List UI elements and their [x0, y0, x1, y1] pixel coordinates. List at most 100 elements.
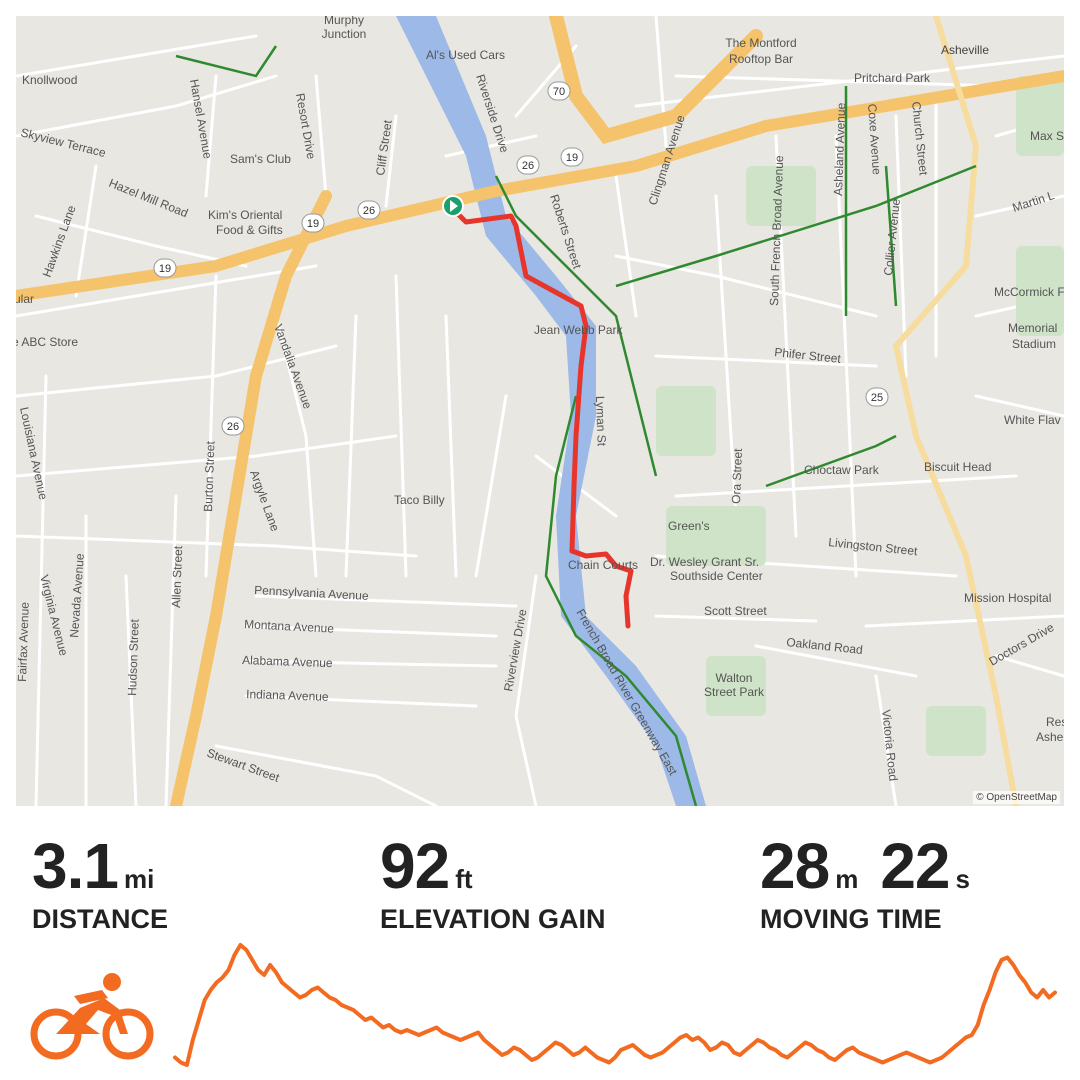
label-walton-1: Walton [716, 671, 753, 685]
label-memorial-2: Stadium [1012, 337, 1056, 351]
moving-seconds: 22 [880, 830, 950, 902]
label-hansel: Hansel Avenue [187, 78, 215, 160]
label-hawkins: Hawkins Lane [40, 203, 79, 279]
elevation-value: 92 [380, 830, 450, 902]
svg-text:19: 19 [159, 263, 171, 275]
svg-text:70: 70 [553, 86, 565, 98]
label-walton-2: Street Park [704, 685, 765, 699]
moving-time-label: MOVING TIME [760, 904, 942, 934]
label-nevada: Nevada Avenue [67, 553, 87, 639]
label-missionhosp: Mission Hospital [964, 591, 1051, 605]
moving-time-stat: 28 m 22 s MOVING TIME [760, 830, 970, 935]
highways [16, 16, 1064, 806]
map-canvas: 70 26 19 26 19 19 26 25 Murphy Junction … [16, 16, 1064, 806]
label-roberts: Roberts Street [547, 193, 584, 272]
label-indiana: Indiana Avenue [246, 687, 329, 704]
moving-minutes-unit: m [835, 864, 859, 894]
label-abcstore: e ABC Store [16, 335, 78, 349]
label-livingston: Livingston Street [828, 535, 919, 558]
label-church: Church Street [909, 101, 931, 177]
label-asheland: Asheland Avenue [831, 102, 848, 196]
label-als: Al's Used Cars [426, 48, 505, 62]
map-attribution[interactable]: © OpenStreetMap [973, 791, 1060, 804]
elevation-unit: ft [455, 864, 473, 894]
highway-shields: 70 26 19 26 19 19 26 25 [153, 81, 889, 436]
label-wesley-1: Dr. Wesley Grant Sr. [650, 555, 759, 569]
label-knollwood: Knollwood [22, 73, 77, 87]
svg-text:26: 26 [522, 160, 534, 172]
french-broad-river [396, 16, 706, 806]
label-samsclub: Sam's Club [230, 152, 291, 166]
label-chain: Chain Courts [568, 558, 638, 572]
label-memorial-1: Memorial [1008, 321, 1057, 335]
shield-26a: 26 [516, 155, 540, 175]
label-res-1: Res [1046, 715, 1064, 729]
distance-stat: 3.1 mi DISTANCE [32, 830, 168, 935]
label-whiteflav: White Flav [1004, 413, 1061, 427]
svg-text:26: 26 [227, 421, 239, 433]
moving-minutes: 28 [760, 830, 830, 902]
start-marker-icon[interactable] [442, 195, 464, 217]
label-maxst: Max St [1030, 129, 1064, 143]
distance-label: DISTANCE [32, 904, 169, 934]
label-argyle: Argyle Lane [247, 468, 282, 533]
label-murphy: Murphy [324, 16, 364, 27]
label-choctaw: Choctaw Park [804, 463, 880, 477]
parks [656, 76, 1064, 756]
label-virginia: Virginia Avenue [37, 573, 71, 657]
label-biscuit: Biscuit Head [924, 460, 991, 474]
activity-route [453, 209, 634, 629]
street-grid [16, 16, 1064, 806]
label-montford-2: Rooftop Bar [729, 52, 793, 66]
shield-25: 25 [865, 387, 889, 407]
elevation-profile-chart [173, 943, 1057, 1067]
label-tacobilly: Taco Billy [394, 493, 445, 507]
label-hazelmill: Hazel Mill Road [107, 176, 190, 220]
label-scott: Scott Street [704, 604, 767, 618]
label-allen: Allen Street [169, 545, 185, 608]
label-jeanwebb: Jean Webb Park [534, 323, 623, 337]
label-res-2: Ashe [1036, 730, 1064, 744]
shield-19b: 19 [301, 213, 325, 233]
label-wesley-2: Southside Center [670, 569, 763, 583]
cycling-icon [30, 973, 154, 1060]
route-map[interactable]: 70 26 19 26 19 19 26 25 Murphy Junction … [16, 16, 1064, 806]
elevation-stat: 92 ft ELEVATION GAIN [380, 830, 606, 935]
label-mccormick: McCormick Field [994, 285, 1064, 299]
label-martinl: Martin L [1011, 188, 1057, 215]
svg-text:19: 19 [566, 152, 578, 164]
label-asheville: Asheville [941, 43, 989, 57]
svg-text:19: 19 [307, 218, 319, 230]
label-greenway: French Broad River Greenway East [573, 607, 680, 779]
label-victoria: Victoria Road [879, 709, 900, 782]
label-doctors: Doctors Drive [987, 620, 1057, 669]
moving-seconds-unit: s [955, 864, 970, 894]
label-hudson: Hudson Street [125, 618, 142, 696]
label-kims-1: Kim's Oriental [208, 208, 282, 222]
greenways [175, 45, 977, 806]
shield-19c: 19 [153, 258, 177, 278]
label-coxe: Coxe Avenue [865, 103, 884, 175]
label-montana: Montana Avenue [244, 617, 335, 636]
label-pennsylvania: Pennsylvania Avenue [254, 583, 369, 603]
label-resort: Resort Drive [293, 92, 318, 160]
label-junction: Junction [322, 27, 367, 41]
label-lyman: Lyman St [593, 396, 609, 447]
distance-value: 3.1 [32, 830, 119, 902]
label-skyview: Skyview Terrace [19, 125, 107, 160]
label-ular: ular [16, 292, 34, 306]
elevation-label: ELEVATION GAIN [380, 904, 606, 934]
svg-text:26: 26 [363, 205, 375, 217]
label-montford-1: The Montford [725, 36, 796, 50]
label-greens: Green's [668, 519, 710, 533]
distance-unit: mi [123, 864, 155, 894]
label-burton: Burton Street [201, 440, 217, 512]
shield-70: 70 [547, 81, 571, 101]
label-vandalia: Vandalia Avenue [271, 322, 315, 411]
shield-26b: 26 [357, 200, 381, 220]
label-pritchard: Pritchard Park [854, 71, 931, 85]
label-kims-2: Food & Gifts [216, 223, 283, 237]
label-fairfax: Fairfax Avenue [16, 602, 32, 683]
label-southfrench: South French Broad Avenue [767, 155, 786, 306]
svg-text:25: 25 [871, 392, 883, 404]
